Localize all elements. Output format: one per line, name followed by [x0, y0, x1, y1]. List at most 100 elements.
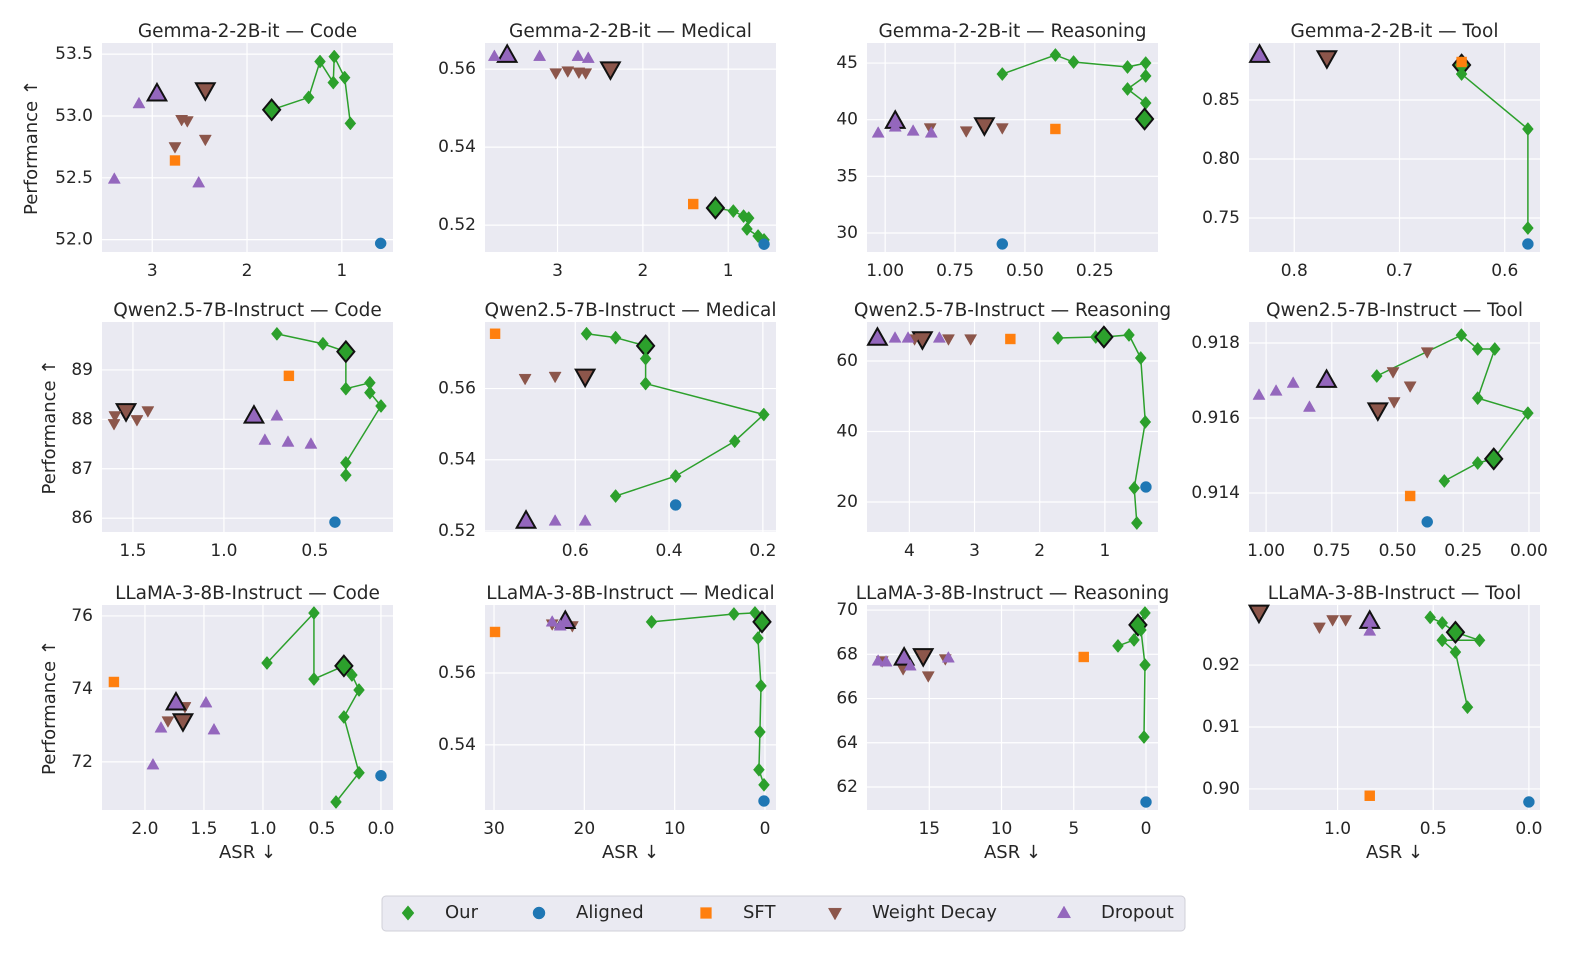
point — [317, 336, 329, 351]
legend-label: Dropout — [1101, 902, 1174, 923]
point — [758, 238, 770, 250]
subplot: LLaMA-3-8B-Instruct — Code 2.0 1.5 1.0 0.5 0.… — [39, 583, 394, 863]
point — [330, 794, 342, 809]
y-tick-label: 0.54 — [438, 137, 476, 157]
subplot: Qwen2.5-7B-Instruct — Tool 1.00 0.75 0.50 0.… — [1191, 300, 1548, 561]
point — [1315, 50, 1338, 70]
point — [1471, 456, 1484, 470]
point — [1339, 615, 1353, 627]
point — [741, 222, 753, 236]
x-tick-label: 0.0 — [367, 819, 394, 839]
subplot-title: Qwen2.5-7B-Instruct — Tool — [1266, 300, 1523, 321]
point — [1121, 82, 1134, 96]
y-tick-label: 76 — [71, 606, 93, 626]
plot-area — [485, 322, 776, 532]
y-axis-label: Performance ↑ — [39, 360, 60, 495]
x-tick-label: 10 — [991, 819, 1013, 839]
point — [194, 82, 217, 102]
point — [964, 334, 978, 346]
point — [1139, 414, 1152, 429]
y-tick-label: 0.52 — [438, 521, 476, 541]
y-tick-label: 62 — [836, 777, 858, 797]
point — [580, 326, 593, 341]
point — [1522, 122, 1534, 137]
point — [340, 468, 352, 483]
x-tick-label: 5 — [1068, 819, 1079, 839]
point — [130, 415, 144, 427]
x-axis-label: ASR ↓ — [602, 842, 659, 863]
x-tick-label: 0.25 — [1076, 261, 1114, 281]
point — [304, 437, 318, 449]
point — [579, 68, 593, 80]
y-tick-label: 0.54 — [438, 735, 476, 755]
subplot-title: Qwen2.5-7B-Instruct — Code — [113, 300, 382, 321]
point — [207, 722, 221, 735]
x-tick-label: 0.5 — [301, 541, 328, 561]
x-tick-label: 0.5 — [308, 819, 335, 839]
point — [755, 678, 767, 693]
point — [258, 433, 272, 445]
legend-label: SFT — [743, 902, 776, 923]
point — [906, 124, 920, 136]
point — [1421, 516, 1433, 528]
point — [401, 905, 415, 921]
point — [283, 370, 295, 382]
x-tick-label: 1.00 — [866, 261, 904, 281]
point — [1456, 56, 1467, 68]
point — [1471, 342, 1484, 356]
point — [346, 668, 358, 683]
point — [1128, 632, 1140, 647]
point — [1455, 328, 1468, 343]
plot-area — [867, 605, 1158, 810]
x-tick-label: 3 — [969, 541, 980, 561]
point — [1312, 622, 1326, 635]
point — [1366, 402, 1389, 422]
y-tick-label: 0.918 — [1191, 333, 1240, 353]
point — [375, 769, 387, 782]
x-tick-label: 0.6 — [562, 541, 589, 561]
point — [727, 204, 740, 219]
point — [1522, 221, 1534, 236]
point — [340, 381, 352, 396]
point — [314, 54, 326, 69]
x-tick-label: 0.7 — [1386, 261, 1413, 281]
legend-label: Aligned — [576, 902, 644, 923]
point — [932, 331, 946, 343]
y-tick-label: 40 — [836, 421, 858, 441]
x-tick-label: 1 — [1099, 541, 1110, 561]
plot-area — [1249, 43, 1540, 252]
subplot: LLaMA-3-8B-Instruct — Tool 1.0 0.5 0.0 0.90 0… — [1202, 583, 1542, 863]
point — [270, 409, 284, 421]
subplot-title: Qwen2.5-7B-Instruct — Reasoning — [854, 300, 1171, 321]
point — [1523, 796, 1535, 808]
x-tick-label: 0.5 — [1420, 819, 1447, 839]
point — [1438, 474, 1451, 488]
point — [1005, 333, 1016, 345]
y-tick-label: 52.5 — [55, 168, 93, 188]
x-tick-label: 4 — [904, 541, 915, 561]
x-tick-label: 2 — [1034, 541, 1045, 561]
x-tick-label: 0 — [1141, 819, 1152, 839]
plot-area — [1249, 605, 1540, 810]
point — [548, 514, 562, 526]
subplot: Gemma-2-2B-it — Code 3 2 1 52.0 52.5 53.0 53.5 P… — [21, 21, 393, 281]
point — [1128, 613, 1148, 637]
point — [754, 724, 766, 739]
y-tick-label: 68 — [836, 644, 858, 664]
point — [753, 762, 765, 777]
point — [1445, 620, 1466, 645]
point — [1112, 638, 1124, 653]
y-tick-label: 52.0 — [55, 230, 93, 250]
point — [1123, 327, 1135, 342]
point — [261, 98, 282, 122]
x-tick-label: 1.5 — [190, 819, 217, 839]
y-tick-label: 35 — [836, 166, 858, 186]
point — [344, 116, 357, 131]
y-tick-label: 72 — [71, 752, 93, 772]
plot-area — [867, 43, 1158, 252]
y-tick-label: 53.0 — [55, 106, 93, 126]
subplot-title: Qwen2.5-7B-Instruct — Medical — [485, 300, 777, 321]
point — [1449, 645, 1462, 660]
point — [995, 123, 1009, 135]
